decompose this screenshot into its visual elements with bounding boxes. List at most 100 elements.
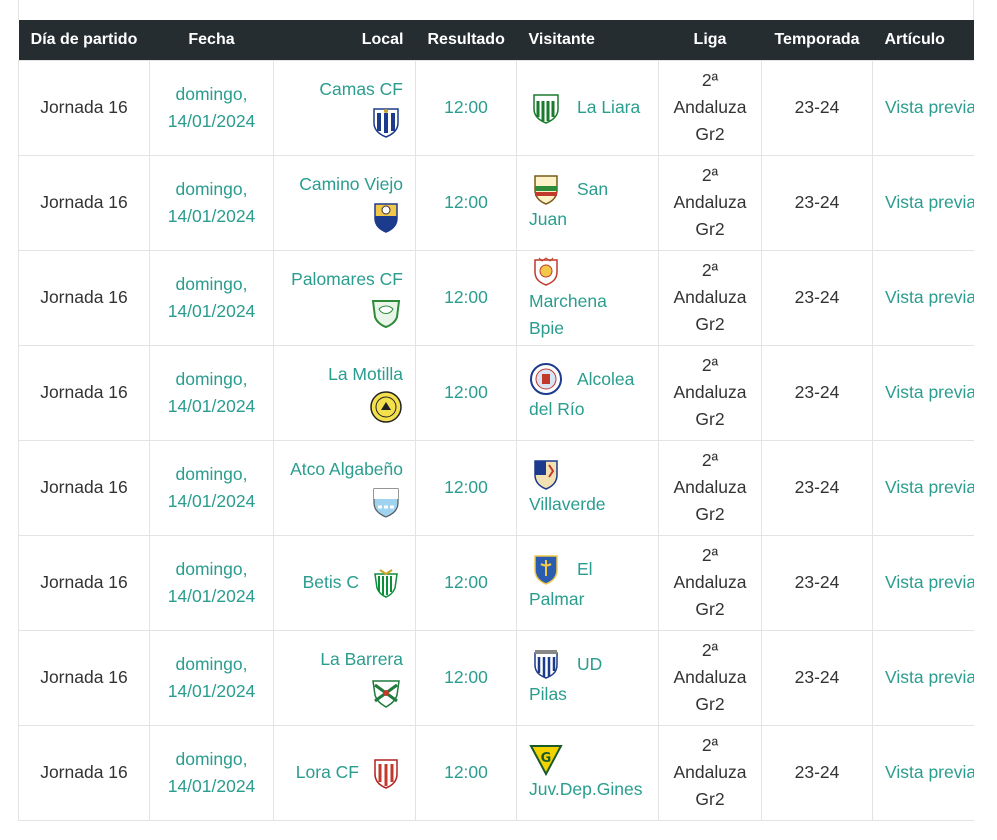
fecha-date-link[interactable]: 14/01/2024 xyxy=(167,585,256,606)
san-juan-crest-icon[interactable] xyxy=(529,172,563,206)
liga-line-3: Gr2 xyxy=(695,314,725,334)
jornada-cell: Jornada 16 xyxy=(18,724,150,821)
liga-line-1: 2ª xyxy=(701,450,719,470)
fecha-day-link[interactable]: domingo, xyxy=(175,558,248,579)
vista-previa-link[interactable]: Vista previa xyxy=(885,477,974,497)
header-visitante[interactable]: Visitante xyxy=(516,20,659,60)
visitor-team-link-continued[interactable]: Juan xyxy=(529,209,567,229)
articulo-cell: Vista previa xyxy=(872,629,974,726)
camino-viejo-crest-icon[interactable] xyxy=(369,200,403,234)
visitor-team-link-continued[interactable]: Juv.Dep.Gines xyxy=(529,779,643,799)
resultado-link[interactable]: 12:00 xyxy=(444,762,488,782)
vista-previa-link[interactable]: Vista previa xyxy=(885,572,974,592)
fecha-day-link[interactable]: domingo, xyxy=(175,748,248,769)
jornada-cell: Jornada 16 xyxy=(18,344,150,441)
vista-previa-link[interactable]: Vista previa xyxy=(885,287,974,307)
liga-line-3: Gr2 xyxy=(695,219,725,239)
vista-previa-link[interactable]: Vista previa xyxy=(885,192,974,212)
resultado-link[interactable]: 12:00 xyxy=(444,667,488,687)
header-jornada[interactable]: Día de partido xyxy=(18,20,150,60)
vista-previa-link[interactable]: Vista previa xyxy=(885,667,974,687)
lora-crest-icon[interactable] xyxy=(369,756,403,790)
header-articulo[interactable]: Artículo xyxy=(872,20,974,60)
villaverde-crest-icon[interactable] xyxy=(529,457,563,491)
fecha-date-link[interactable]: 14/01/2024 xyxy=(167,110,256,131)
betis-crest-icon[interactable] xyxy=(369,566,403,600)
header-liga[interactable]: Liga xyxy=(658,20,762,60)
liga-line-2: Andaluza xyxy=(673,762,747,782)
header-resultado[interactable]: Resultado xyxy=(415,20,517,60)
camas-crest-icon[interactable] xyxy=(369,105,403,139)
fecha-day-link[interactable]: domingo, xyxy=(175,83,248,104)
visitante-cell: UD Pilas xyxy=(516,629,659,726)
visitor-team-link-continued[interactable]: Villaverde xyxy=(529,494,606,514)
resultado-link[interactable]: 12:00 xyxy=(444,572,488,592)
la-liara-crest-icon[interactable] xyxy=(529,91,563,125)
table-row: Jornada 16 domingo, 14/01/2024 La Motilla 12… xyxy=(18,344,974,441)
local-cell: Atco Algabeño xyxy=(273,439,416,536)
local-team-link[interactable]: Palomares CF xyxy=(291,269,403,289)
ud-pilas-crest-icon[interactable] xyxy=(529,647,563,681)
visitor-team-link[interactable]: La Liara xyxy=(577,97,641,117)
marchena-crest-icon[interactable] xyxy=(529,254,563,288)
visitor-team-link[interactable]: San xyxy=(577,178,609,199)
visitor-team-link-continued[interactable]: del Río xyxy=(529,399,585,419)
fixtures-table-wrapper: Día de partido Fecha Local Resultado Vis… xyxy=(18,0,974,840)
fecha-date-link[interactable]: 14/01/2024 xyxy=(167,490,256,511)
visitor-team-link[interactable]: El xyxy=(577,558,593,579)
algabeno-crest-icon[interactable] xyxy=(369,485,403,519)
palomares-crest-icon[interactable] xyxy=(369,295,403,329)
jornada-cell: Jornada 16 xyxy=(18,534,150,631)
fecha-date-link[interactable]: 14/01/2024 xyxy=(167,775,256,796)
fecha-cell: domingo, 14/01/2024 xyxy=(149,439,274,536)
temporada-cell: 23-24 xyxy=(761,154,873,251)
local-team-link[interactable]: Betis C xyxy=(302,572,359,592)
fecha-day-link[interactable]: domingo, xyxy=(175,368,248,389)
table-header: Día de partido Fecha Local Resultado Vis… xyxy=(18,20,974,60)
local-team-link[interactable]: La Barrera xyxy=(320,649,403,669)
fecha-date-link[interactable]: 14/01/2024 xyxy=(167,205,256,226)
liga-line-1: 2ª xyxy=(701,545,719,565)
el-palmar-crest-icon[interactable] xyxy=(529,552,563,586)
vista-previa-link[interactable]: Vista previa xyxy=(885,97,974,117)
local-team-link[interactable]: Lora CF xyxy=(295,762,359,782)
gines-crest-icon[interactable]: G xyxy=(529,742,563,777)
fecha-date-link[interactable]: 14/01/2024 xyxy=(167,300,256,321)
resultado-link[interactable]: 12:00 xyxy=(444,192,488,212)
fecha-date-link[interactable]: 14/01/2024 xyxy=(167,395,256,416)
fecha-date-link[interactable]: 14/01/2024 xyxy=(167,680,256,701)
local-team-link[interactable]: Camas CF xyxy=(319,79,403,99)
la-barrera-crest-icon[interactable] xyxy=(369,675,403,709)
resultado-link[interactable]: 12:00 xyxy=(444,477,488,497)
temporada-cell: 23-24 xyxy=(761,344,873,441)
temporada-cell: 23-24 xyxy=(761,249,873,346)
la-motilla-crest-icon[interactable] xyxy=(369,390,403,424)
visitor-team-link-continued[interactable]: Marchena Bpie xyxy=(529,290,607,338)
visitor-team-link[interactable]: UD xyxy=(577,653,603,674)
alcolea-crest-icon[interactable] xyxy=(529,362,563,396)
fecha-day-link[interactable]: domingo, xyxy=(175,273,248,294)
liga-line-3: Gr2 xyxy=(695,789,725,809)
header-local[interactable]: Local xyxy=(273,20,416,60)
header-temporada[interactable]: Temporada xyxy=(761,20,873,60)
fecha-day-link[interactable]: domingo, xyxy=(175,653,248,674)
visitor-team-link[interactable]: Alcolea xyxy=(577,368,635,389)
local-team-link[interactable]: La Motilla xyxy=(328,364,403,384)
table-row: Jornada 16 domingo, 14/01/2024 Palomares CF… xyxy=(18,249,974,346)
resultado-link[interactable]: 12:00 xyxy=(444,97,488,117)
header-fecha[interactable]: Fecha xyxy=(149,20,274,60)
liga-line-2: Andaluza xyxy=(673,287,747,307)
visitor-team-link-continued[interactable]: Palmar xyxy=(529,589,585,609)
resultado-link[interactable]: 12:00 xyxy=(444,382,488,402)
local-team-link[interactable]: Atco Algabeño xyxy=(290,459,403,479)
local-team-link[interactable]: Camino Viejo xyxy=(299,174,403,194)
temporada-cell: 23-24 xyxy=(761,629,873,726)
vista-previa-link[interactable]: Vista previa xyxy=(885,762,974,782)
vista-previa-link[interactable]: Vista previa xyxy=(885,382,974,402)
fecha-cell: domingo, 14/01/2024 xyxy=(149,629,274,726)
resultado-cell: 12:00 xyxy=(415,154,517,251)
visitor-team-link-continued[interactable]: Pilas xyxy=(529,684,567,704)
resultado-link[interactable]: 12:00 xyxy=(444,287,488,307)
fecha-day-link[interactable]: domingo, xyxy=(175,463,248,484)
fecha-day-link[interactable]: domingo, xyxy=(175,178,248,199)
